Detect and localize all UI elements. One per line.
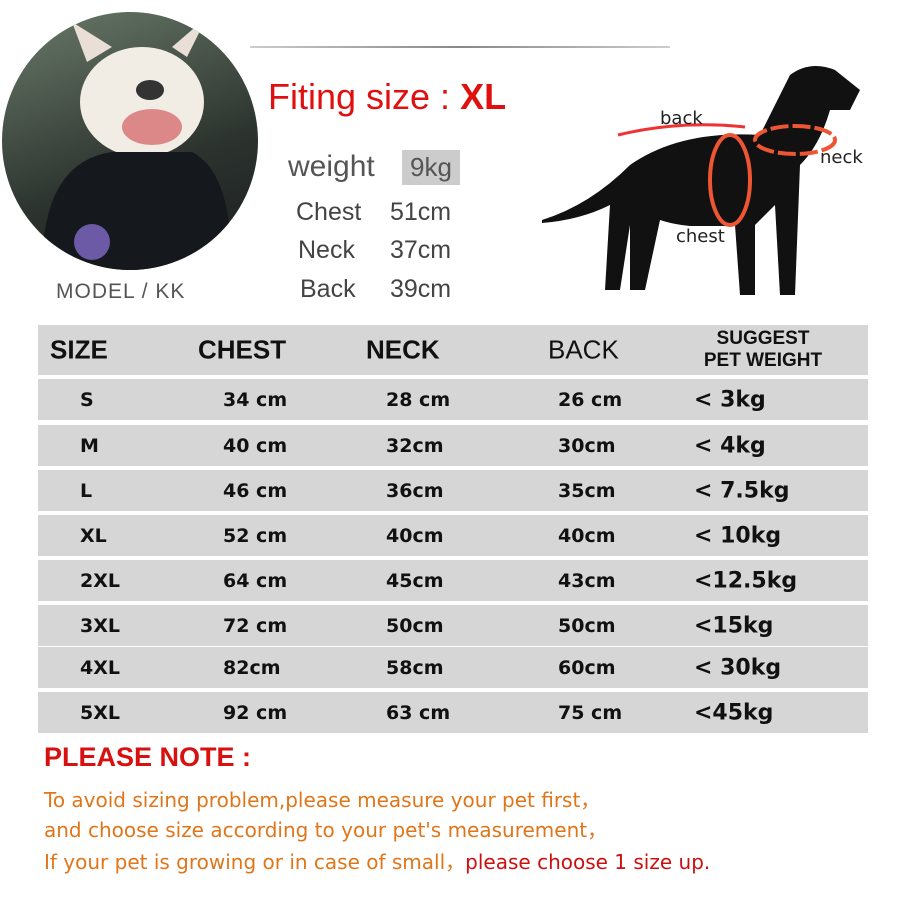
cell-size: M [80,434,99,457]
model-label: MODEL / KK [56,280,186,303]
cell-neck: 50cm [386,614,444,637]
fitting-size-value: XL [460,76,507,117]
cell-neck: 40cm [386,524,444,547]
cell-neck: 36cm [386,479,444,502]
cell-weight: <15kg [694,613,774,638]
note-line-3: If your pet is growing or in case of sma… [44,846,710,875]
cell-weight: <12.5kg [694,568,798,593]
dog-measure-diagram [542,66,860,295]
model-dog-photo [2,12,258,270]
diagram-back-label: back [660,108,703,129]
chest-label: Chest [296,198,362,226]
cell-back: 40cm [558,524,616,547]
cell-back: 60cm [558,656,616,679]
cell-weight: < 4kg [694,433,766,458]
cell-neck: 32cm [386,434,444,457]
table-row: S 34 cm 28 cm 26 cm < 3kg [38,379,868,420]
cell-chest: 72 cm [223,614,288,637]
cell-size: S [80,388,94,411]
cell-size: 5XL [80,701,120,724]
table-row: 4XL 82cm 58cm 60cm < 30kg [38,647,868,688]
cell-weight: < 3kg [694,387,766,412]
cell-weight: < 10kg [694,523,782,548]
note-line-3a: If your pet is growing or in case of sma… [44,850,466,874]
note-title: PLEASE NOTE : [44,742,252,772]
cell-back: 35cm [558,479,616,502]
cell-chest: 34 cm [223,388,288,411]
cell-back: 75 cm [558,701,623,724]
cell-size: 2XL [80,569,120,592]
header-weight-line2: PET WEIGHT [703,350,823,371]
cell-size: 4XL [80,656,120,679]
cell-chest: 52 cm [223,524,288,547]
fitting-label: Fiting size : [268,76,451,117]
cell-chest: 46 cm [223,479,288,502]
cell-chest: 64 cm [223,569,288,592]
table-row: 3XL 72 cm 50cm 50cm <15kg [38,605,868,646]
header-weight: SUGGEST PET WEIGHT [688,328,838,372]
note-line-1: To avoid sizing problem,please measure y… [44,788,601,812]
cell-neck: 28 cm [386,388,451,411]
back-label: Back [300,275,356,303]
cell-size: L [80,479,93,502]
diagram-chest-label: chest [676,226,725,247]
back-value: 39cm [390,275,452,303]
cell-neck: 58cm [386,656,444,679]
table-row: 5XL 92 cm 63 cm 75 cm <45kg [38,692,868,733]
neck-label: Neck [298,236,355,264]
fitting-size: Fiting size : XL [268,76,506,118]
divider [250,46,670,48]
header-chest: CHEST [198,334,287,365]
cell-size: XL [80,524,107,547]
cell-chest: 40 cm [223,434,288,457]
table-row: 2XL 64 cm 45cm 43cm <12.5kg [38,560,868,601]
neck-value: 37cm [390,236,452,264]
cell-chest: 82cm [223,656,281,679]
diagram-neck-label: neck [820,147,863,168]
cell-size: 3XL [80,614,120,637]
cell-back: 50cm [558,614,616,637]
header-size: SIZE [50,334,108,365]
note-line-2: and choose size according to your pet's … [44,818,608,842]
header-back: BACK [548,334,619,365]
cell-neck: 45cm [386,569,444,592]
note-line-3b: please choose 1 size up. [465,850,711,874]
cell-weight: < 30kg [694,655,782,680]
header-neck: NECK [366,334,440,365]
cell-back: 26 cm [558,388,623,411]
cell-weight: <45kg [694,700,774,725]
cell-back: 30cm [558,434,616,457]
cell-chest: 92 cm [223,701,288,724]
table-row: M 40 cm 32cm 30cm < 4kg [38,425,868,466]
cell-back: 43cm [558,569,616,592]
weight-label: weight [288,150,375,183]
table-header: SIZE CHEST NECK BACK SUGGEST PET WEIGHT [38,325,868,375]
header-weight-line1: SUGGEST [716,328,810,349]
chest-value: 51cm [390,198,452,226]
cell-weight: < 7.5kg [694,478,790,503]
table-row: L 46 cm 36cm 35cm < 7.5kg [38,470,868,511]
cell-neck: 63 cm [386,701,451,724]
table-row: XL 52 cm 40cm 40cm < 10kg [38,515,868,556]
weight-value: 9kg [402,150,460,185]
